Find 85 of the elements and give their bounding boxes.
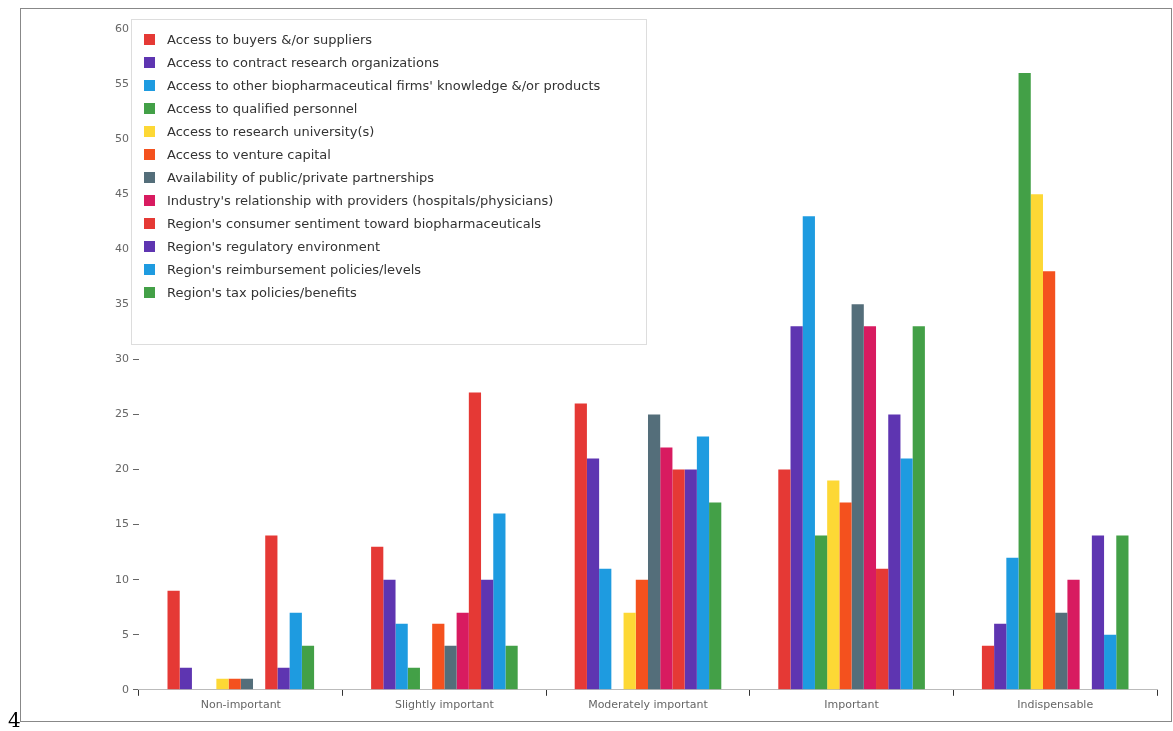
bar <box>1042 271 1056 690</box>
bar <box>574 403 587 690</box>
legend-label: Access to buyers &/or suppliers <box>167 32 373 47</box>
legend-label: Access to contract research organizations <box>167 55 439 70</box>
bar <box>481 579 494 690</box>
y-tick-label: 55 <box>115 76 129 90</box>
bar <box>623 612 636 690</box>
bar <box>790 326 803 690</box>
bar <box>167 590 180 690</box>
bar <box>994 623 1007 690</box>
x-tick-label: Slightly important <box>395 698 495 712</box>
bar <box>407 667 420 690</box>
bar <box>863 326 877 690</box>
y-tick-label: 25 <box>115 407 129 421</box>
legend-label: Access to venture capital <box>167 147 331 162</box>
legend-label: Region's regulatory environment <box>167 239 381 254</box>
y-tick-label: 0 <box>122 682 129 696</box>
bar <box>505 645 518 690</box>
x-tick-label: Important <box>824 698 880 712</box>
y-tick-label: 10 <box>115 572 129 586</box>
bar <box>240 678 254 690</box>
bar <box>1091 535 1105 690</box>
bar <box>395 623 408 690</box>
bar <box>876 568 889 690</box>
y-tick-label: 60 <box>115 21 129 35</box>
y-tick-label: 45 <box>115 187 129 201</box>
bar <box>672 469 685 690</box>
legend-label: Availability of public/private partnerships <box>167 170 435 185</box>
bar <box>444 645 457 690</box>
bar <box>709 502 722 690</box>
bar <box>1030 194 1043 690</box>
bar <box>432 623 445 690</box>
bar <box>696 436 710 690</box>
y-tick-label: 50 <box>115 131 129 145</box>
bar <box>289 612 302 690</box>
bar <box>827 480 840 690</box>
bar <box>888 414 901 690</box>
bar <box>179 667 192 690</box>
bar <box>981 645 995 690</box>
legend-label: Region's reimbursement policies/levels <box>167 262 422 277</box>
bar <box>684 469 697 690</box>
bar <box>1067 579 1080 690</box>
y-tick-label: 20 <box>115 462 129 476</box>
bar <box>493 513 506 690</box>
bar <box>912 326 925 690</box>
bar <box>265 535 278 690</box>
legend-label: Region's tax policies/benefits <box>167 285 357 300</box>
bar <box>383 579 396 690</box>
y-tick-label: 40 <box>115 242 129 256</box>
bar <box>216 678 229 690</box>
bar <box>839 502 852 690</box>
legend-label: Access to other biopharmaceutical firms' knowledge &/or products <box>167 78 601 93</box>
legend-label: Access to research university(s) <box>167 124 375 139</box>
bar <box>586 458 600 690</box>
bar <box>814 535 828 690</box>
bar <box>1104 634 1117 690</box>
bar <box>1116 535 1129 690</box>
bar <box>1018 73 1031 690</box>
bar <box>900 458 913 690</box>
y-tick-label: 30 <box>115 352 129 366</box>
legend-label: Region's consumer sentiment toward biopharmaceuticals <box>167 216 542 231</box>
bar <box>599 568 612 690</box>
bar <box>371 546 384 690</box>
y-tick-label: 5 <box>122 627 129 641</box>
bar <box>228 678 241 690</box>
bar <box>468 392 482 690</box>
legend-label: Industry's relationship with providers (hospitals/physicians) <box>167 193 554 208</box>
bar <box>301 645 315 690</box>
y-tick-label: 35 <box>115 297 129 311</box>
bar <box>635 579 648 690</box>
bar <box>660 447 673 690</box>
bar <box>456 612 469 690</box>
bar <box>277 667 290 690</box>
bar <box>1006 557 1019 690</box>
x-tick-label: Non-important <box>200 698 282 712</box>
bar <box>1055 612 1068 690</box>
text: 4 <box>8 708 21 731</box>
bar <box>648 414 661 690</box>
bar <box>851 304 864 690</box>
legend-label: Access to qualified personnel <box>167 101 358 116</box>
x-tick-label: Moderately important <box>588 698 709 712</box>
bar <box>778 469 791 690</box>
x-tick-label: Indispensable <box>1017 698 1094 712</box>
y-tick-label: 15 <box>115 517 129 531</box>
bar <box>802 216 815 690</box>
